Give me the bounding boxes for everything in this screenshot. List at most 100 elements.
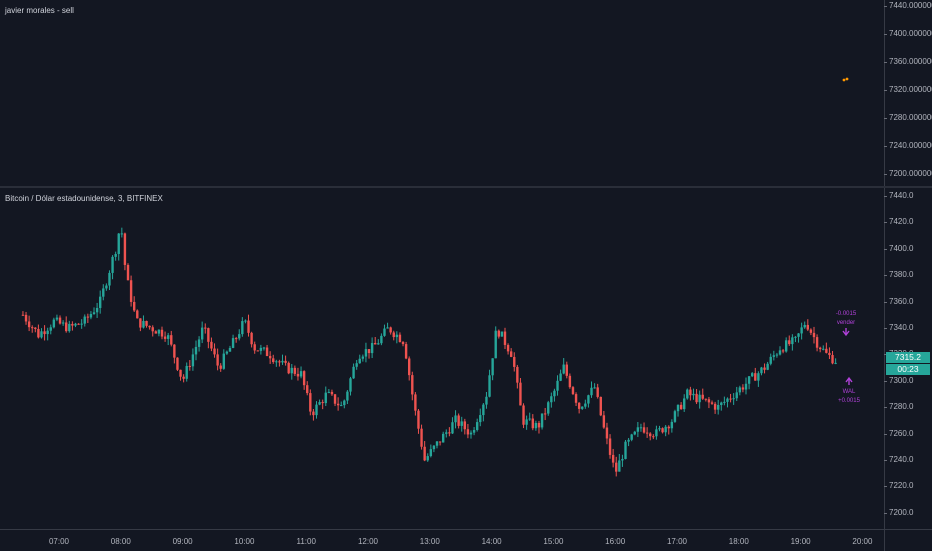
candle-body xyxy=(571,387,575,395)
candle-body xyxy=(102,288,105,297)
candle-body xyxy=(531,418,534,429)
candle-body xyxy=(574,394,578,403)
candle-body xyxy=(321,402,324,404)
time-tick: 10:00 xyxy=(234,537,255,546)
candle-body xyxy=(593,387,596,389)
candle-body xyxy=(766,363,769,370)
candle-body xyxy=(61,322,65,324)
candle-body xyxy=(645,432,649,434)
candle-body xyxy=(364,349,368,357)
candle-body xyxy=(432,445,436,450)
candle-body xyxy=(596,387,599,397)
candle-body xyxy=(506,344,510,352)
pane-separator[interactable] xyxy=(0,186,932,188)
candle-body xyxy=(89,314,93,318)
candle-body xyxy=(673,411,677,422)
time-tick: 11:00 xyxy=(296,537,316,546)
time-tick: 19:00 xyxy=(790,537,811,546)
candle-body xyxy=(584,403,587,407)
candle-body xyxy=(309,393,312,412)
indicator-price-axis[interactable]: 7440.0000000 7400.0000000 7360.0000000 7320… xyxy=(883,0,932,186)
candle-body xyxy=(197,339,201,347)
candle-body xyxy=(166,335,170,339)
candle-body xyxy=(272,358,275,363)
candle-body xyxy=(661,428,664,433)
candle-body xyxy=(587,395,590,404)
candle-body xyxy=(482,404,485,416)
candle-body xyxy=(367,349,371,354)
candle-body xyxy=(778,350,782,355)
arrow-down-icon xyxy=(842,328,850,337)
price-tick: 7320.0000000 xyxy=(883,85,932,95)
candle-body xyxy=(769,356,772,364)
candle-body xyxy=(763,367,766,370)
price-tick: 7260.0 xyxy=(883,428,914,438)
candle-body xyxy=(389,327,392,333)
candle-body xyxy=(537,422,541,428)
candle-body xyxy=(126,264,130,281)
symbol-title[interactable]: Bitcoin / Dólar estadounidense, 3, BITFI… xyxy=(5,194,163,203)
axis-corner xyxy=(884,529,932,551)
candle-body xyxy=(191,354,195,367)
candle-body xyxy=(760,367,763,374)
candle-body xyxy=(602,415,606,428)
candle-body xyxy=(618,460,621,472)
candle-body xyxy=(441,433,445,443)
candle-body xyxy=(374,343,377,345)
indicator-title[interactable]: javier morales - sell xyxy=(5,6,74,15)
time-tick: 20:00 xyxy=(852,537,873,546)
candle-body xyxy=(43,331,46,335)
price-tick: 7300.0 xyxy=(883,375,914,385)
time-tick: 15:00 xyxy=(543,537,564,546)
candle-body xyxy=(333,394,337,404)
main-chart-pane[interactable]: Bitcoin / Dólar estadounidense, 3, BITFI… xyxy=(0,188,884,529)
candle-body xyxy=(475,422,479,430)
candle-body xyxy=(528,418,531,420)
candle-body xyxy=(120,233,124,235)
price-tick: 7440.0000000 xyxy=(883,1,932,11)
buy-signal-value: +0.0015 xyxy=(838,398,861,404)
candle-body xyxy=(46,330,49,335)
candle-body xyxy=(599,396,602,416)
candle-body xyxy=(411,375,414,395)
candle-body xyxy=(148,325,151,328)
candle-body xyxy=(244,320,247,322)
candle-body xyxy=(340,405,343,407)
candle-body xyxy=(729,398,732,400)
candle-body xyxy=(219,365,222,369)
candle-body xyxy=(812,332,816,338)
candle-body xyxy=(306,385,309,394)
candle-body xyxy=(772,355,776,357)
candle-body xyxy=(207,328,210,342)
candle-body xyxy=(423,446,426,461)
candle-body xyxy=(497,330,501,337)
candle-body xyxy=(624,441,627,459)
candle-body xyxy=(503,331,507,345)
candle-body xyxy=(83,316,86,324)
candle-body xyxy=(667,426,670,429)
candle-body xyxy=(111,256,114,273)
candle-body xyxy=(55,317,59,320)
candle-body xyxy=(284,360,287,363)
candles xyxy=(21,227,837,477)
candle-body xyxy=(633,431,636,435)
candle-body xyxy=(163,336,167,339)
candle-body xyxy=(287,362,290,374)
candle-body xyxy=(65,322,68,332)
candle-body xyxy=(188,365,192,367)
candle-body xyxy=(250,332,253,345)
candle-body xyxy=(803,324,806,328)
candle-body xyxy=(472,429,476,433)
candle-body xyxy=(757,373,760,381)
candle-body xyxy=(565,364,568,376)
candle-body xyxy=(139,318,142,328)
candle-body xyxy=(37,328,40,338)
candle-body xyxy=(438,441,442,443)
candle-body xyxy=(151,327,154,332)
candle-body xyxy=(556,380,559,391)
candle-body xyxy=(550,396,553,403)
candle-body xyxy=(720,402,723,405)
indicator-pane[interactable]: javier morales - sell xyxy=(0,0,884,186)
time-axis[interactable]: 07:00 08:00 09:00 10:00 11:00 12:00 13:00 14:00… xyxy=(0,529,884,551)
candle-body xyxy=(99,296,102,308)
